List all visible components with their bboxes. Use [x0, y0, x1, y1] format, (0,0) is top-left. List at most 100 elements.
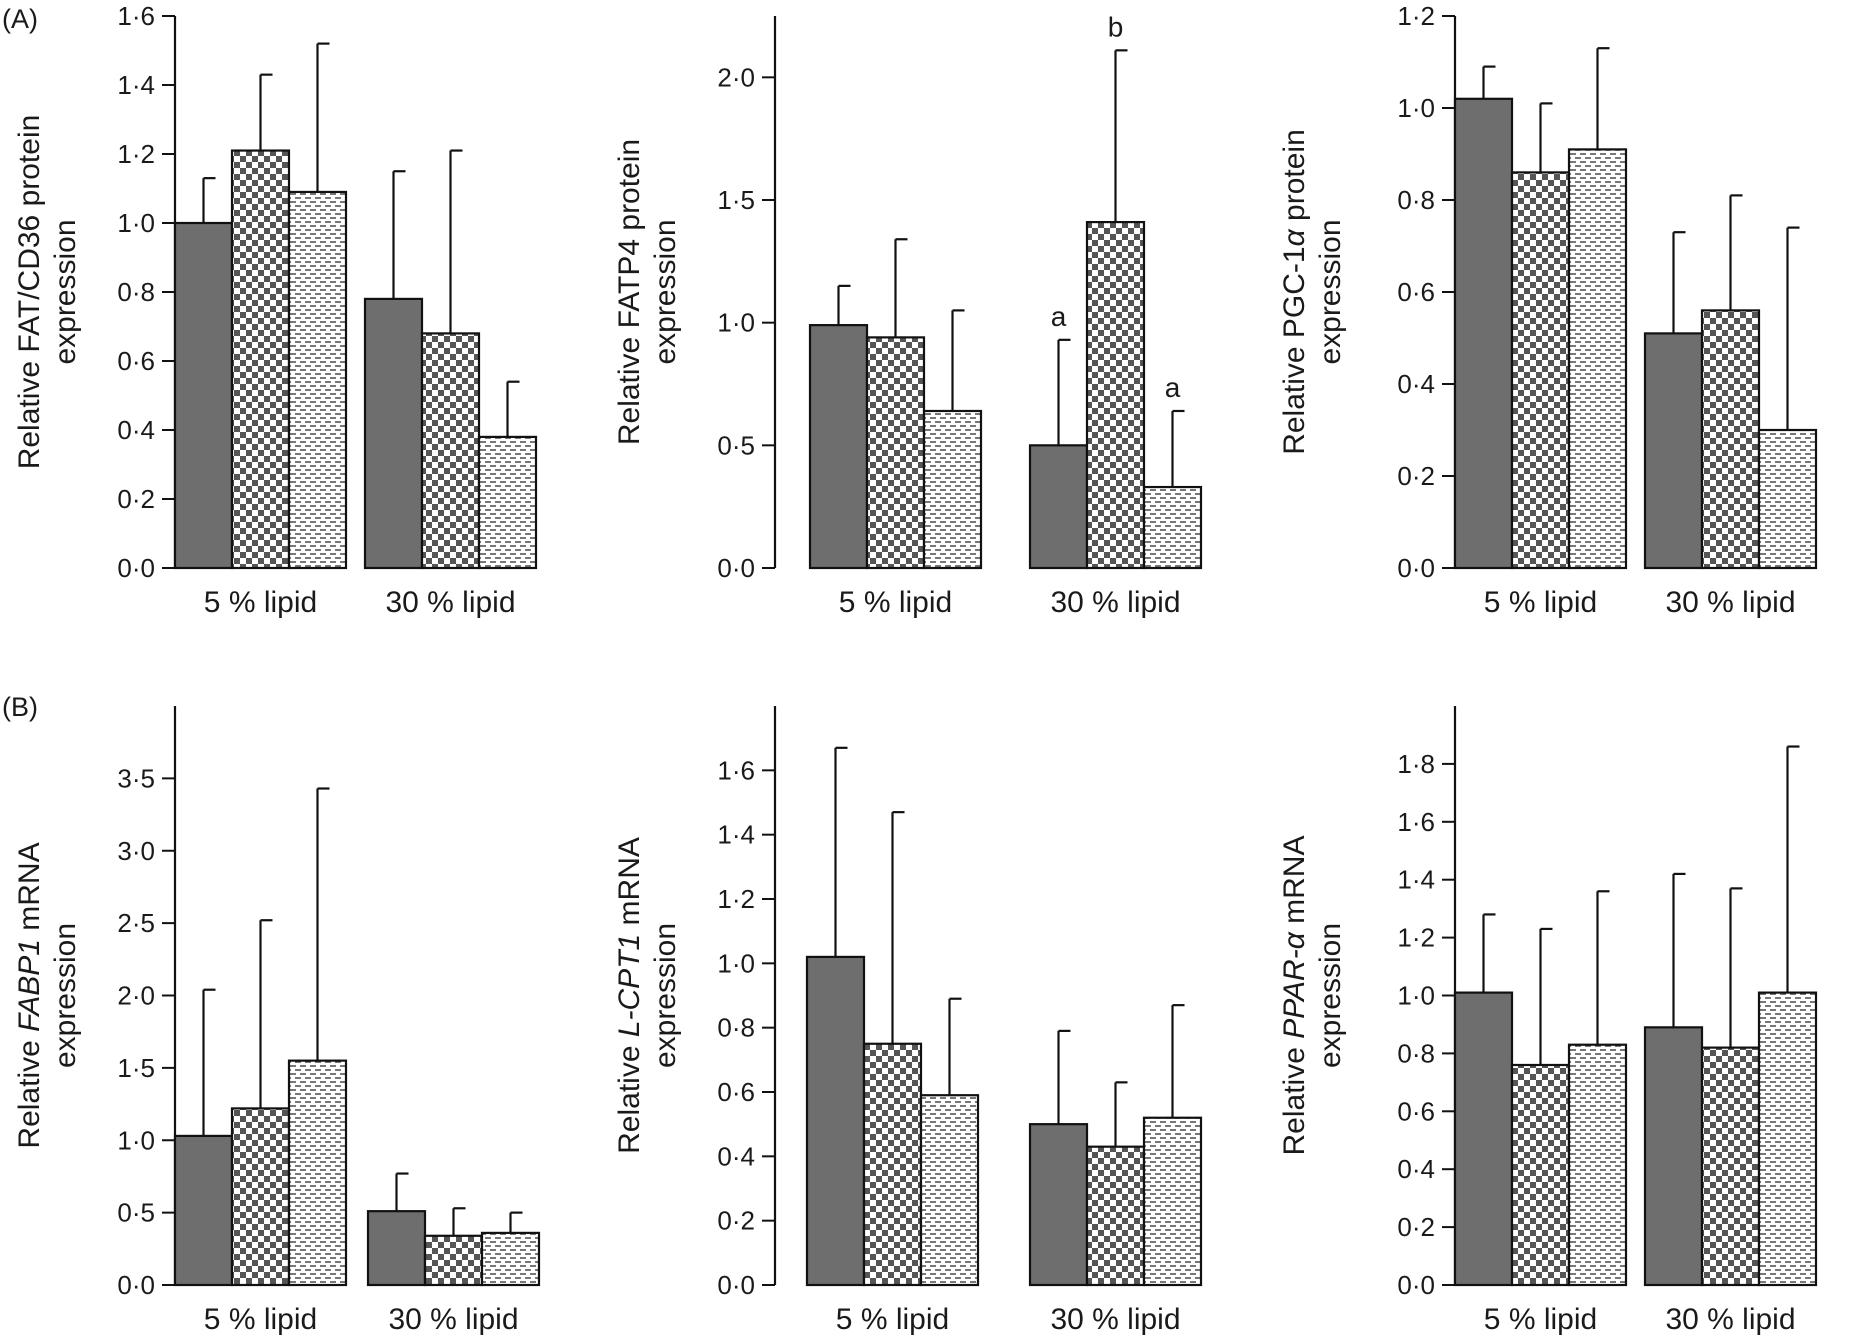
chart-3: 0·0 0·2 0·4 0·6 0·8 1·0 1·2 Relative PGC-1α pro… — [1278, 1, 1818, 619]
panel-label: (B) — [2, 692, 38, 722]
bar-series-3-high-lipid — [477, 435, 538, 570]
category-label: 5 % lipid — [836, 1303, 949, 1336]
y-axis-title: Relative FAT/CD36 protein — [13, 115, 46, 470]
bar-series-1-high-lipid — [363, 297, 424, 570]
bar-series-2-low-lipid — [865, 336, 926, 570]
y-axis-title-line2: expression — [49, 923, 82, 1068]
y-tick-label: 0·6 — [1397, 277, 1435, 307]
y-axis-title-part: L-CPT1 — [613, 934, 646, 1037]
y-axis-title-part: Relative FAT/CD36 protein — [13, 115, 46, 470]
y-tick-label: 0·0 — [717, 553, 755, 583]
y-tick-label: 2·0 — [117, 981, 155, 1011]
bar-series-3-high-lipid — [1757, 991, 1818, 1287]
y-tick-label: 1·5 — [717, 185, 755, 215]
bar-series-2-high-lipid — [1085, 220, 1146, 570]
y-tick-label: 0·4 — [717, 1141, 755, 1171]
bar-series-1-high-lipid — [1643, 332, 1704, 570]
bar-series-2-low-lipid — [1510, 171, 1571, 570]
bar-series-1-high-lipid — [1028, 1123, 1089, 1287]
bar-series-3-low-lipid — [287, 190, 348, 570]
y-tick-label: 3·5 — [117, 763, 155, 793]
category-label: 5 % lipid — [839, 586, 952, 619]
y-axis-title: Relative L-CPT1 mRNA — [613, 837, 646, 1154]
y-tick-label: 1·8 — [1397, 749, 1435, 779]
y-axis-title-line2: expression — [1314, 923, 1347, 1068]
category-label: 30 % lipid — [1050, 586, 1180, 619]
y-tick-label: 0·2 — [1397, 1212, 1435, 1242]
y-tick-label: 0·4 — [1397, 1154, 1435, 1184]
bar-series-2-high-lipid — [420, 332, 481, 570]
bar-series-2-high-lipid — [423, 1234, 484, 1287]
y-axis-title: Relative FATP4 protein — [613, 139, 646, 445]
category-label: 30 % lipid — [1665, 586, 1795, 619]
y-tick-label: 0·5 — [717, 430, 755, 460]
category-label: 5 % lipid — [204, 1303, 317, 1336]
bar-series-1-low-lipid — [805, 955, 866, 1287]
y-tick-label: 0·8 — [117, 277, 155, 307]
y-axis-title-line2: expression — [649, 219, 682, 364]
y-tick-label: 1·4 — [1397, 865, 1435, 895]
y-tick-label: 0·0 — [717, 1270, 755, 1300]
chart-1: (A) 0·0 0·2 0·4 0·6 0·8 1·0 1·2 1·4 1·6 Relative F… — [2, 1, 538, 619]
y-tick-label: 1·0 — [1397, 93, 1435, 123]
y-axis-title: Relative FABP1 mRNA — [13, 842, 46, 1148]
y-axis-title-line2: expression — [1314, 219, 1347, 364]
charts-root: (A) 0·0 0·2 0·4 0·6 0·8 1·0 1·2 1·4 1·6 Relative F… — [2, 1, 1818, 1336]
y-tick-label: 3·0 — [117, 836, 155, 866]
y-tick-label: 1·2 — [1397, 923, 1435, 953]
y-tick-label: 0·6 — [717, 1077, 755, 1107]
y-tick-label: 1·6 — [1397, 807, 1435, 837]
bar-series-1-low-lipid — [1453, 991, 1514, 1287]
y-axis-title-part: FABP1 — [13, 939, 46, 1032]
y-tick-label: 2·5 — [117, 908, 155, 938]
category-label: 5 % lipid — [1484, 1303, 1597, 1336]
y-axis-title-part: PPAR-α — [1278, 931, 1311, 1038]
bar-series-3-low-lipid — [922, 409, 983, 570]
bar-series-1-low-lipid — [173, 1134, 234, 1287]
bar-series-3-low-lipid — [1567, 1043, 1628, 1287]
category-label: 30 % lipid — [1050, 1303, 1180, 1336]
bar-series-1-low-lipid — [173, 221, 234, 570]
significance-letter: a — [1051, 301, 1067, 332]
chart-4: (B) 0·0 0·5 1·0 1·5 2·0 2·5 3·0 3·5 Relative FABP… — [2, 692, 541, 1336]
bar-series-2-low-lipid — [230, 1107, 291, 1287]
y-tick-label: 0·8 — [717, 1013, 755, 1043]
bar-series-3-high-lipid — [1757, 428, 1818, 570]
y-axis-title-part: protein — [1278, 129, 1311, 229]
y-axis-title-part: Relative PGC-1 — [1278, 246, 1311, 454]
bar-series-3-high-lipid — [1142, 485, 1203, 570]
bar-series-2-low-lipid — [1510, 1063, 1571, 1287]
y-tick-label: 0·4 — [1397, 369, 1435, 399]
y-tick-label: 1·2 — [1397, 1, 1435, 31]
category-label: 30 % lipid — [385, 586, 515, 619]
bar-series-3-high-lipid — [1142, 1116, 1203, 1287]
significance-letter: b — [1108, 11, 1124, 42]
chart-6: 0·0 0·2 0·4 0·6 0·8 1·0 1·2 1·4 1·6 1·8 Relative P… — [1278, 706, 1818, 1336]
significance-letter: a — [1165, 372, 1181, 403]
y-tick-label: 0·5 — [117, 1198, 155, 1228]
y-tick-label: 1·6 — [717, 755, 755, 785]
bar-series-2-high-lipid — [1085, 1145, 1146, 1287]
bar-series-3-high-lipid — [480, 1231, 541, 1287]
y-tick-label: 0·8 — [1397, 1038, 1435, 1068]
bar-series-3-low-lipid — [1567, 148, 1628, 570]
category-label: 5 % lipid — [204, 586, 317, 619]
panel-label: (A) — [2, 4, 38, 34]
bar-series-1-high-lipid — [366, 1210, 427, 1287]
y-axis-title-line2: expression — [649, 923, 682, 1068]
y-axis-title: Relative PPAR-α mRNA — [1278, 836, 1311, 1156]
y-axis-title-part: mRNA — [613, 837, 646, 934]
y-axis-title-part: mRNA — [1278, 836, 1311, 933]
bar-series-2-high-lipid — [1700, 309, 1761, 570]
y-axis-title-part: Relative — [13, 1032, 46, 1149]
bar-series-2-high-lipid — [1700, 1046, 1761, 1287]
y-tick-label: 1·2 — [717, 884, 755, 914]
bar-series-1-low-lipid — [1453, 97, 1514, 570]
bar-series-2-low-lipid — [862, 1042, 923, 1287]
y-tick-label: 0·2 — [117, 484, 155, 514]
y-axis-title-part: α — [1278, 228, 1311, 246]
category-label: 30 % lipid — [1665, 1303, 1795, 1336]
y-tick-label: 0·0 — [1397, 1270, 1435, 1300]
y-tick-label: 0·2 — [717, 1206, 755, 1236]
